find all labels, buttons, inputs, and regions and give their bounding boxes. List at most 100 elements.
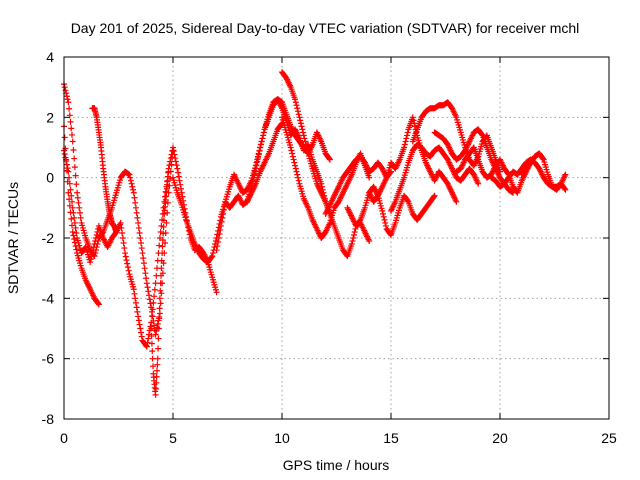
data-point-marker bbox=[99, 229, 106, 236]
data-point-marker bbox=[73, 246, 80, 253]
data-point-marker bbox=[289, 150, 296, 157]
data-point-marker bbox=[68, 125, 75, 132]
data-point-marker bbox=[118, 224, 125, 231]
data-point-marker bbox=[122, 253, 129, 260]
data-point-marker bbox=[134, 308, 141, 315]
data-point-marker bbox=[172, 155, 179, 162]
data-point-marker bbox=[175, 169, 182, 176]
data-point-marker bbox=[138, 329, 145, 336]
data-point-marker bbox=[142, 270, 149, 277]
data-point-marker bbox=[411, 123, 418, 130]
data-point-marker bbox=[209, 250, 216, 257]
data-point-marker bbox=[252, 168, 259, 175]
data-point-marker bbox=[70, 209, 77, 216]
data-point-marker bbox=[430, 193, 437, 200]
data-point-marker bbox=[287, 144, 294, 151]
data-point-marker bbox=[220, 206, 227, 213]
data-point-marker bbox=[292, 99, 299, 106]
data-point-marker bbox=[68, 215, 75, 222]
data-point-marker bbox=[174, 165, 181, 172]
data-point-marker bbox=[132, 299, 139, 306]
data-point-marker bbox=[62, 87, 69, 94]
plot-frame bbox=[63, 56, 610, 420]
data-point-marker bbox=[120, 240, 127, 247]
data-point-marker bbox=[68, 192, 75, 199]
data-point-marker bbox=[166, 162, 173, 169]
grid-lines bbox=[64, 57, 609, 419]
data-point-marker bbox=[250, 174, 257, 181]
data-point-marker bbox=[260, 129, 267, 136]
x-tick-label: 20 bbox=[492, 430, 508, 446]
series-arc-8 bbox=[244, 96, 333, 205]
data-point-marker bbox=[153, 373, 160, 380]
data-point-marker bbox=[256, 148, 263, 155]
data-point-marker bbox=[61, 134, 68, 141]
data-point-marker bbox=[74, 194, 81, 201]
data-point-marker bbox=[366, 238, 373, 245]
data-point-marker bbox=[138, 240, 145, 247]
data-point-marker bbox=[295, 111, 302, 118]
data-point-marker bbox=[71, 155, 78, 162]
data-point-marker bbox=[95, 238, 102, 245]
data-point-marker bbox=[303, 144, 310, 151]
data-point-marker bbox=[217, 222, 224, 229]
data-point-marker bbox=[63, 161, 70, 168]
data-point-marker bbox=[136, 229, 143, 236]
data-point-marker bbox=[304, 147, 311, 154]
data-point-marker bbox=[135, 224, 142, 231]
data-point-marker bbox=[154, 320, 161, 327]
data-point-marker bbox=[213, 289, 220, 296]
data-point-marker bbox=[151, 286, 158, 293]
data-point-marker bbox=[61, 84, 68, 91]
series-arc-16 bbox=[431, 126, 517, 196]
data-point-marker bbox=[69, 228, 76, 235]
data-point-marker bbox=[409, 114, 416, 121]
data-point-marker bbox=[148, 333, 155, 340]
data-point-marker bbox=[66, 105, 73, 112]
data-point-marker bbox=[220, 210, 227, 217]
data-point-marker bbox=[71, 164, 78, 171]
data-point-marker bbox=[74, 189, 81, 196]
data-point-marker bbox=[260, 132, 267, 139]
data-point-marker bbox=[217, 226, 224, 233]
data-point-marker bbox=[92, 247, 99, 254]
data-point-marker bbox=[75, 199, 82, 206]
data-point-marker bbox=[149, 313, 156, 320]
data-point-marker bbox=[87, 259, 94, 266]
x-axis-label: GPS time / hours bbox=[283, 457, 390, 473]
data-point-marker bbox=[401, 141, 408, 148]
data-point-marker bbox=[121, 245, 128, 252]
data-point-marker bbox=[77, 214, 84, 221]
data-point-marker bbox=[156, 315, 163, 322]
data-point-marker bbox=[290, 156, 297, 163]
data-point-marker bbox=[156, 305, 163, 312]
data-point-marker bbox=[149, 355, 156, 362]
data-point-marker bbox=[137, 325, 144, 332]
data-point-marker bbox=[562, 171, 569, 178]
data-point-marker bbox=[131, 194, 138, 201]
data-point-marker bbox=[173, 162, 180, 169]
data-point-marker bbox=[295, 177, 302, 184]
data-point-marker bbox=[157, 300, 164, 307]
data-point-marker bbox=[350, 231, 357, 238]
data-point-marker bbox=[326, 155, 333, 162]
data-point-marker bbox=[154, 361, 161, 368]
series-arc-3 bbox=[61, 81, 176, 338]
data-point-marker bbox=[259, 135, 266, 142]
data-point-marker bbox=[143, 342, 150, 349]
data-point-marker bbox=[249, 177, 256, 184]
data-point-marker bbox=[411, 120, 418, 127]
data-point-marker bbox=[150, 317, 157, 324]
data-point-marker bbox=[68, 131, 75, 138]
data-point-marker bbox=[208, 254, 215, 261]
data-point-marker bbox=[159, 250, 166, 257]
data-point-marker bbox=[73, 181, 80, 188]
x-axis-ticks: 0 5 10 15 20 25 bbox=[60, 57, 617, 446]
data-point-marker bbox=[64, 96, 71, 103]
data-point-marker bbox=[140, 260, 147, 267]
x-tick-label: 15 bbox=[383, 430, 399, 446]
data-point-marker bbox=[350, 235, 357, 241]
data-point-marker bbox=[382, 222, 389, 229]
data-point-marker bbox=[539, 155, 546, 162]
